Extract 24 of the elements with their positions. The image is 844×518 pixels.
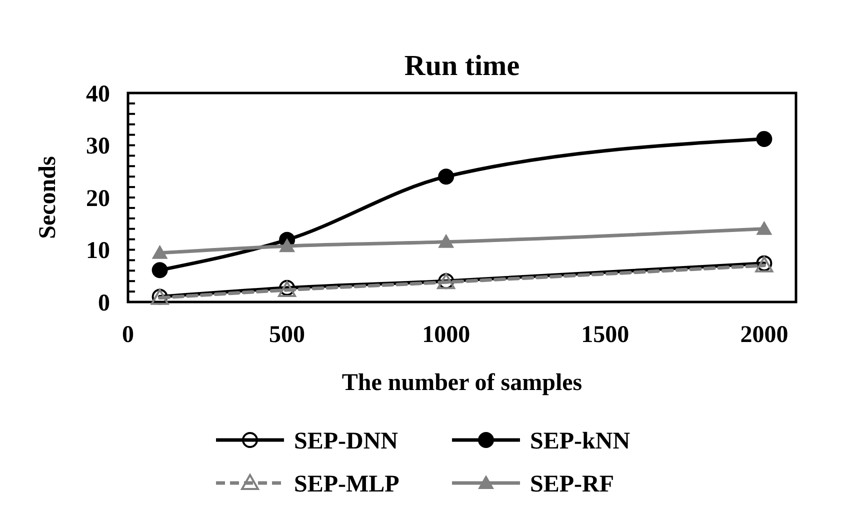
point — [279, 238, 296, 252]
y-tick-label: 0 — [98, 290, 110, 316]
x-tick-label: 1500 — [581, 322, 630, 348]
y-tick-label: 20 — [86, 186, 110, 212]
y-tick-label: 10 — [86, 238, 110, 264]
legend-label: SEP-RF — [530, 471, 614, 498]
y-axis-title: Seconds — [35, 156, 61, 239]
legend-label: SEP-DNN — [294, 428, 399, 454]
point — [152, 244, 168, 259]
chart-title: Run time — [404, 50, 520, 82]
legend-label: SEP-MLP — [294, 471, 400, 498]
x-tick-label: 1000 — [422, 322, 470, 348]
x-tick-label: 2000 — [740, 322, 788, 348]
point — [438, 234, 454, 248]
point — [438, 168, 454, 185]
point — [756, 130, 772, 147]
y-tick-label: 40 — [86, 81, 110, 108]
y-tick-label: 30 — [86, 134, 110, 160]
point — [756, 220, 772, 235]
x-tick-label: 0 — [122, 322, 134, 348]
x-axis-title: The number of samples — [342, 370, 582, 396]
legend-label: SEP-kNN — [530, 428, 631, 454]
x-tick-label: 500 — [269, 322, 306, 348]
point — [152, 262, 168, 278]
